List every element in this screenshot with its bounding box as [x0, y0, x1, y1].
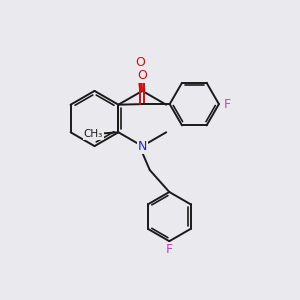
Text: O: O [135, 56, 145, 69]
Text: CH₃: CH₃ [84, 129, 103, 139]
Text: O: O [137, 69, 147, 82]
Text: F: F [166, 243, 173, 256]
Text: N: N [138, 140, 147, 153]
Text: F: F [224, 98, 231, 111]
